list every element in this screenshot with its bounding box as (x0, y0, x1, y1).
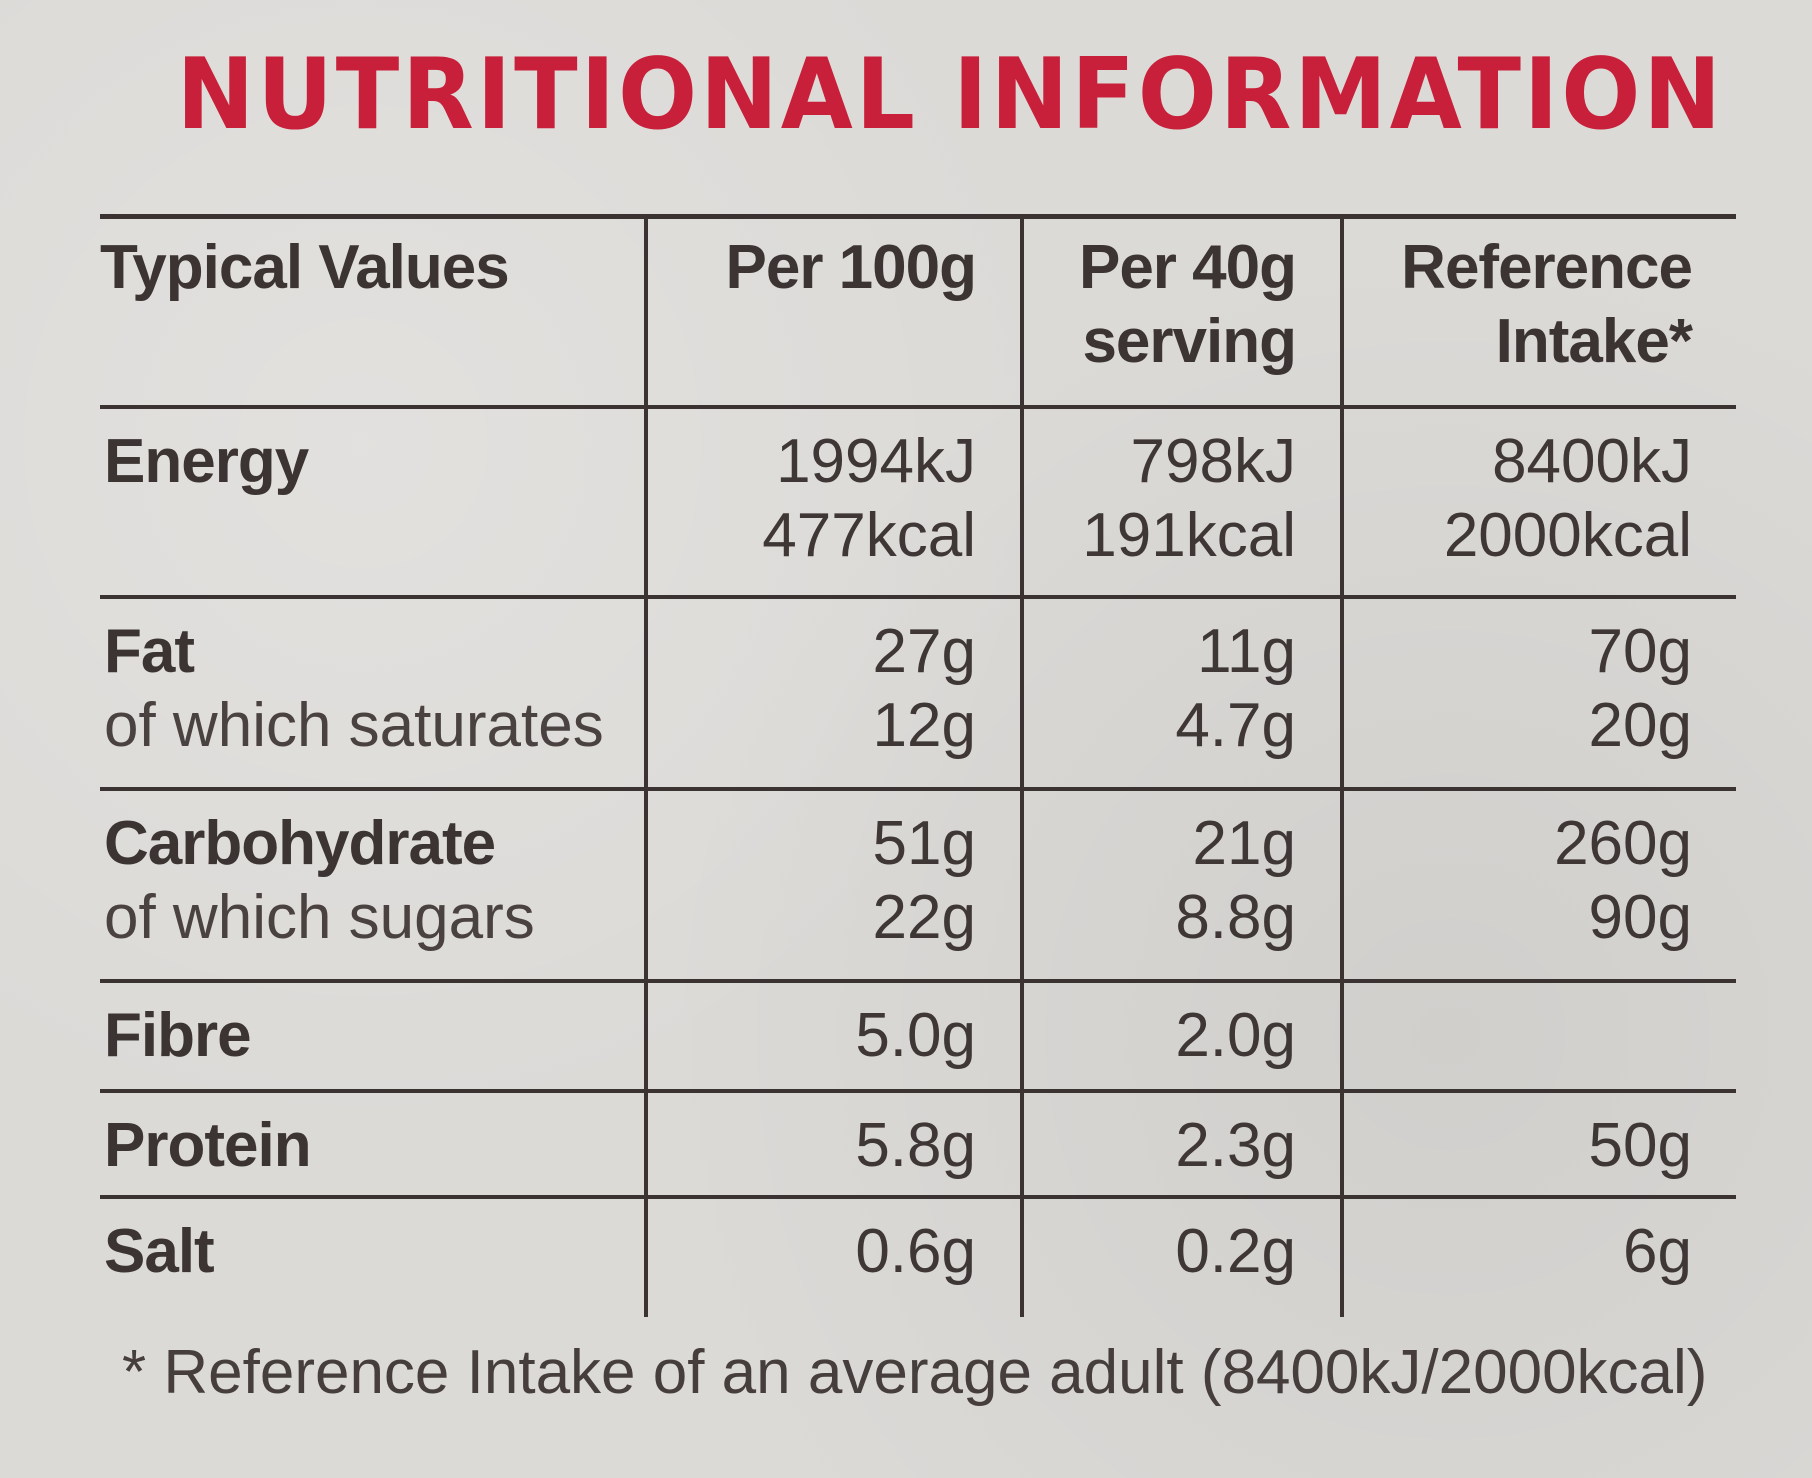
per-40g-cell: 11g 4.7g (1020, 594, 1342, 789)
per-100g-cell: 1994kJ 477kcal (644, 404, 1022, 597)
nutrient-cell: Carbohydrate of which sugars (100, 786, 646, 981)
value: 5.8g (855, 1110, 976, 1180)
value: 5.0g (855, 1000, 976, 1070)
footnote: * Reference Intake of an average adult (… (122, 1338, 1708, 1407)
value: 191kcal (1082, 500, 1296, 570)
value: 798kJ (1130, 426, 1296, 496)
per-40g-cell: 0.2g (1020, 1194, 1342, 1317)
per-100g-cell: 5.8g (644, 1088, 1022, 1197)
per-40g-cell: 798kJ 191kcal (1020, 404, 1342, 597)
value: 2000kcal (1443, 500, 1692, 570)
per-100g-cell: 5.0g (644, 978, 1022, 1091)
header-per-40g-line2: serving (1082, 307, 1297, 376)
per-40g-cell: 2.0g (1020, 978, 1342, 1091)
header-per-40g-line1: Per 40g (1078, 233, 1297, 302)
per-40g-cell: 2.3g (1020, 1088, 1342, 1197)
table-row: Salt 0.6g 0.2g 6g (100, 1194, 1736, 1317)
nutrient-name: Energy (104, 426, 309, 496)
header-ri-line1: Reference (1401, 233, 1693, 302)
value: 260g (1554, 808, 1692, 878)
value: 1994kJ (776, 426, 976, 496)
reference-intake-cell: 70g 20g (1340, 594, 1736, 789)
table-row: Protein 5.8g 2.3g 50g (100, 1088, 1736, 1197)
table-row: Carbohydrate of which sugars 51g 22g 21g… (100, 786, 1736, 981)
header-reference-intake: Reference Intake* (1340, 214, 1736, 407)
nutrient-name: Carbohydrate (104, 808, 496, 878)
header-per-40g-serving: Per 40g serving (1020, 214, 1342, 407)
value: 20g (1588, 690, 1692, 760)
value: 0.2g (1175, 1216, 1296, 1286)
value: 8400kJ (1492, 426, 1692, 496)
nutrient-cell: Energy (100, 404, 646, 597)
per-100g-cell: 27g 12g (644, 594, 1022, 789)
value: 12g (872, 690, 976, 760)
reference-intake-cell: 50g (1340, 1088, 1736, 1197)
reference-intake-cell: 8400kJ 2000kcal (1340, 404, 1736, 597)
value: 0.6g (855, 1216, 976, 1286)
table-row: Fibre 5.0g 2.0g (100, 978, 1736, 1091)
value: 2.3g (1175, 1110, 1296, 1180)
nutrient-name: Protein (104, 1110, 312, 1180)
nutrient-cell: Salt (100, 1194, 646, 1317)
nutrient-cell: Protein (100, 1088, 646, 1197)
per-100g-cell: 0.6g (644, 1194, 1022, 1317)
value: 4.7g (1175, 690, 1296, 760)
nutrient-name: Salt (104, 1216, 215, 1286)
per-100g-cell: 51g 22g (644, 786, 1022, 981)
header-ri-line2: Intake* (1495, 307, 1693, 376)
value: 22g (872, 882, 976, 952)
value: 90g (1588, 882, 1692, 952)
label-title: NUTRITIONAL INFORMATION (176, 38, 1725, 152)
table-row: Fat of which saturates 27g 12g 11g 4.7g … (100, 594, 1736, 789)
header-typical-values: Typical Values (100, 214, 646, 407)
value: 8.8g (1175, 882, 1296, 952)
sub-nutrient-name: of which saturates (104, 690, 604, 760)
header-row: Typical Values Per 100g Per 40g serving … (100, 214, 1736, 407)
value: 27g (872, 616, 976, 686)
value: 11g (1197, 616, 1296, 686)
value: 477kcal (762, 500, 976, 570)
nutrient-name: Fat (104, 616, 195, 686)
table-row: Energy 1994kJ 477kcal 798kJ 191kcal 8400… (100, 404, 1736, 597)
nutrient-cell: Fat of which saturates (100, 594, 646, 789)
value: 50g (1588, 1110, 1692, 1180)
nutrient-name: Fibre (104, 1000, 252, 1070)
per-40g-cell: 21g 8.8g (1020, 786, 1342, 981)
value: 21g (1192, 808, 1296, 878)
reference-intake-cell: 6g (1340, 1194, 1736, 1317)
value: 6g (1623, 1216, 1692, 1286)
nutrition-table: Typical Values Per 100g Per 40g serving … (100, 214, 1736, 1317)
value: 2.0g (1175, 1000, 1296, 1070)
value: 51g (872, 808, 976, 878)
reference-intake-cell: 260g 90g (1340, 786, 1736, 981)
reference-intake-cell (1340, 978, 1736, 1091)
value: 70g (1588, 616, 1692, 686)
sub-nutrient-name: of which sugars (104, 882, 535, 952)
header-per-100g: Per 100g (644, 214, 1022, 407)
nutrient-cell: Fibre (100, 978, 646, 1091)
